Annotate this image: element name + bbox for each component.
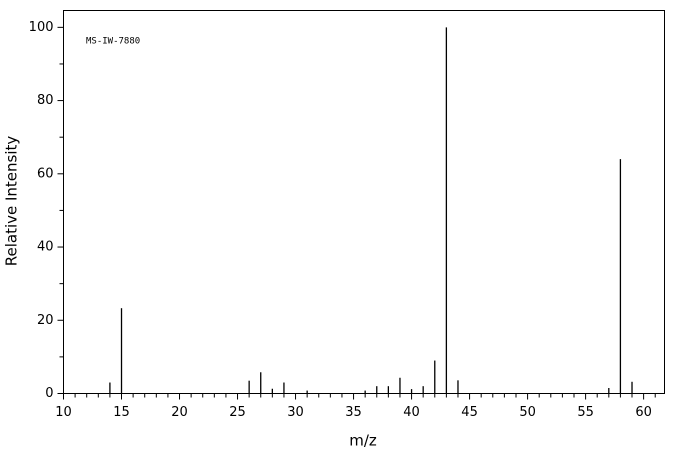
x-tick-label: 15 <box>113 405 130 420</box>
x-tick-label: 45 <box>461 405 478 420</box>
annotation: MS-IW-7880 <box>86 37 140 47</box>
x-axis-label: m/z <box>349 432 377 450</box>
y-tick-label: 80 <box>37 93 54 108</box>
x-tick-label: 30 <box>287 405 304 420</box>
x-tick-label: 50 <box>519 405 536 420</box>
y-tick-label: 0 <box>45 386 53 401</box>
x-tick-label: 35 <box>345 405 362 420</box>
y-tick-label: 20 <box>37 313 54 328</box>
x-tick-label: 55 <box>577 405 594 420</box>
x-tick-label: 20 <box>171 405 188 420</box>
y-tick-label: 100 <box>29 20 54 35</box>
plot-frame <box>63 10 665 394</box>
x-tick-label: 40 <box>403 405 420 420</box>
y-tick-label: 60 <box>37 166 54 181</box>
x-tick-label: 10 <box>55 405 72 420</box>
x-tick-label: 25 <box>229 405 246 420</box>
y-axis-label: Relative Intensity <box>3 136 21 267</box>
y-tick-label: 40 <box>37 240 54 255</box>
x-tick-label: 60 <box>635 405 652 420</box>
